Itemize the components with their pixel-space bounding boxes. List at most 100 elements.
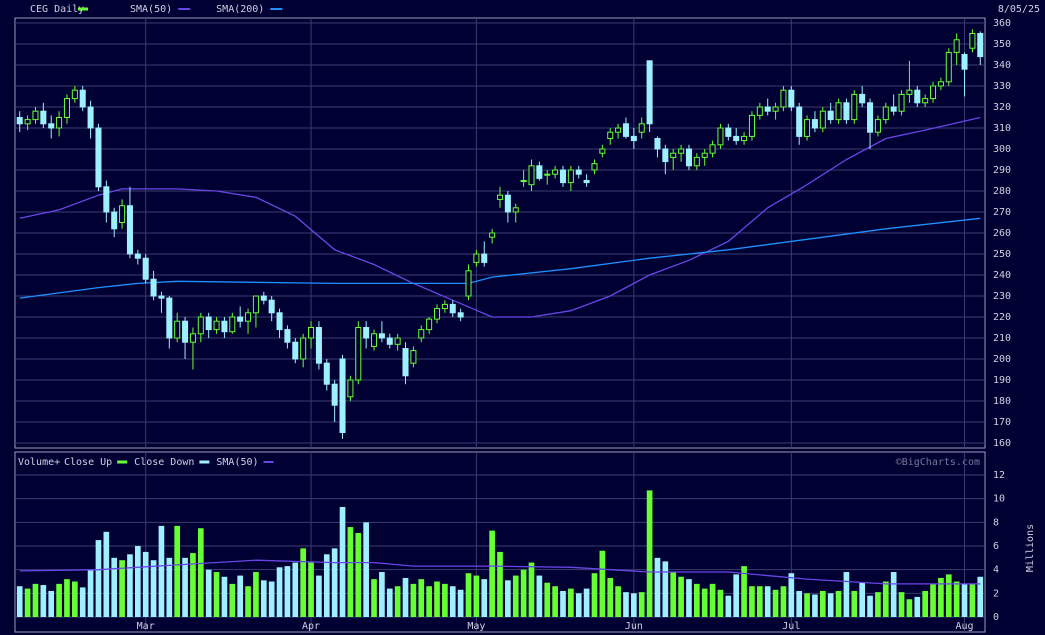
candle-body	[378, 333, 385, 339]
candle-body	[300, 337, 307, 360]
volume-bar	[654, 557, 661, 617]
candle-body	[678, 148, 685, 154]
candle-body	[654, 138, 661, 150]
candle-body	[764, 106, 771, 112]
candle-body	[969, 33, 976, 49]
candle-body	[32, 110, 39, 121]
candle-body	[937, 81, 944, 87]
candle-body	[308, 327, 315, 339]
y-tick-label: 190	[993, 375, 1011, 386]
candle-body	[103, 186, 110, 213]
y-tick-label: 290	[993, 165, 1011, 176]
candle-body	[670, 152, 677, 158]
legend-label: Close Up	[64, 457, 112, 468]
candle-body	[544, 173, 551, 176]
candle-body	[622, 123, 629, 137]
candle-body	[418, 329, 425, 339]
volume-bar	[788, 573, 795, 617]
volume-bar	[363, 522, 369, 617]
candle-body	[536, 165, 543, 179]
candle-body	[426, 318, 433, 331]
volume-bar	[898, 592, 905, 617]
volume-bar	[678, 576, 684, 617]
candle-body	[835, 102, 842, 121]
volume-bar	[764, 586, 771, 617]
y-tick-label: 340	[993, 60, 1011, 71]
volume-bar	[197, 528, 204, 617]
candle-body	[56, 117, 63, 129]
candle-body	[607, 131, 614, 139]
volume-bar	[174, 525, 181, 617]
volume-bar	[268, 581, 275, 617]
volume-bar	[756, 586, 763, 617]
y-tick-label: 8	[993, 517, 999, 528]
candle-body	[796, 106, 803, 137]
candle-body	[189, 333, 196, 343]
candle-body	[922, 98, 929, 104]
candle-body	[843, 102, 850, 121]
y-tick-label: 320	[993, 102, 1011, 113]
volume-bar	[914, 596, 921, 617]
y-tick-label: 250	[993, 249, 1011, 260]
y-tick-label: 180	[993, 396, 1011, 407]
candle-body	[496, 194, 504, 200]
candle-body	[245, 312, 252, 322]
volume-bar	[819, 590, 826, 617]
candle-body	[441, 303, 448, 310]
candle-body	[182, 320, 189, 343]
volume-bar	[48, 590, 55, 617]
candle-body	[276, 312, 283, 331]
volume-bar	[709, 583, 716, 617]
y-tick-label: 6	[993, 541, 999, 552]
date-label: 8/05/25	[998, 4, 1040, 15]
volume-title: Volume+	[18, 457, 60, 468]
candle-body	[331, 383, 338, 406]
volume-bar	[347, 527, 354, 617]
volume-bar	[371, 579, 377, 617]
candle-body	[874, 119, 881, 133]
volume-bar	[95, 540, 102, 617]
volume-bar	[142, 551, 149, 617]
volume-bar	[229, 583, 236, 617]
candle-body	[890, 106, 897, 112]
candle-body	[229, 316, 236, 333]
y-tick-label: 2	[993, 588, 999, 599]
candle-body	[898, 93, 905, 112]
volume-bar	[32, 583, 39, 617]
candle-body	[315, 327, 322, 364]
candle-body	[646, 60, 653, 125]
volume-bar	[292, 562, 299, 617]
candle-body	[748, 114, 755, 137]
volume-bar	[40, 585, 47, 617]
y-axis-label: Millions	[1025, 524, 1036, 572]
volume-bar	[568, 588, 574, 617]
candle-body	[71, 89, 78, 100]
x-tick-label: Jul	[782, 621, 800, 632]
candle-body	[977, 33, 984, 58]
candle-body	[662, 148, 669, 163]
volume-bar	[308, 562, 314, 617]
legend-label: SMA(200)	[216, 4, 264, 15]
y-tick-label: 360	[993, 18, 1011, 29]
volume-bar	[489, 530, 495, 617]
candle-body	[252, 295, 259, 314]
volume-bar	[544, 582, 551, 617]
volume-bar	[253, 572, 259, 617]
candle-body	[347, 379, 354, 398]
volume-bar	[599, 550, 606, 617]
y-tick-label: 350	[993, 39, 1011, 50]
volume-bar	[835, 590, 842, 617]
volume-bar	[260, 580, 267, 617]
candle-body	[87, 106, 94, 129]
candle-body	[945, 51, 952, 83]
chart-title: CEG Daily	[30, 4, 84, 15]
volume-bar	[851, 590, 858, 617]
volume-bar	[591, 573, 598, 617]
legend-label: SMA(50)	[216, 457, 258, 468]
volume-bar	[331, 548, 338, 617]
volume-bar	[631, 593, 637, 617]
candle-body	[339, 358, 346, 433]
volume-bar	[953, 581, 960, 617]
volume-bar	[725, 595, 732, 617]
